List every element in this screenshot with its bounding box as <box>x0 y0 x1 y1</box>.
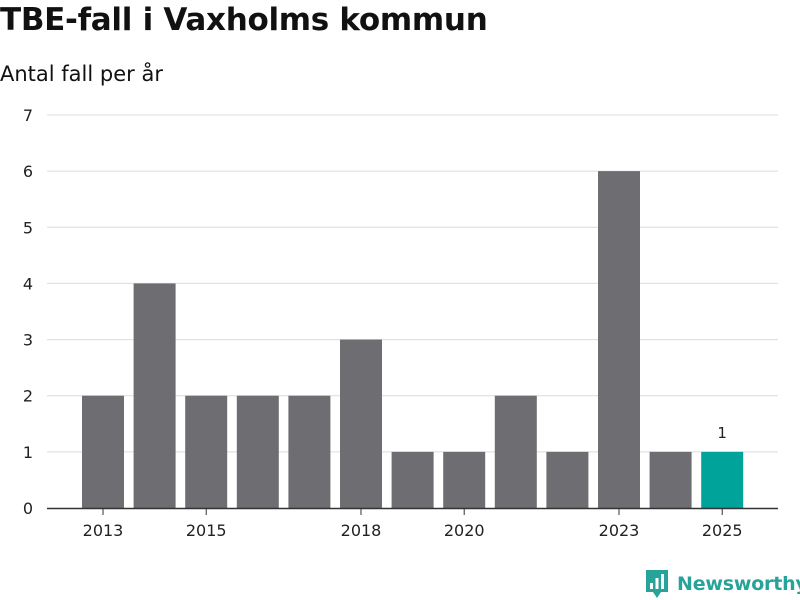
brand: Newsworthy <box>645 569 800 599</box>
x-axis: 2013 2015 2018 2020 2023 2025 <box>47 507 778 540</box>
y-tick-label: 1 <box>23 443 33 462</box>
x-tick-label: 2013 <box>83 521 124 540</box>
bar-2017 <box>288 395 331 508</box>
x-tick-label: 2025 <box>702 521 743 540</box>
bar-2022 <box>546 451 589 508</box>
bar-2019 <box>391 451 434 508</box>
bars <box>82 171 744 508</box>
newsworthy-logo-icon <box>646 570 668 598</box>
y-tick-label: 5 <box>23 218 33 237</box>
x-tick-label: 2023 <box>599 521 640 540</box>
chart-title: TBE-fall i Vaxholms kommun <box>0 2 488 38</box>
y-tick-label: 2 <box>23 387 33 406</box>
bar-2023 <box>598 171 640 508</box>
x-tick-label: 2020 <box>444 521 485 540</box>
chart-subtitle: Antal fall per år <box>0 62 163 86</box>
bar-2025 <box>701 451 744 508</box>
y-tick-label: 6 <box>23 162 33 181</box>
x-tick-label: 2018 <box>341 521 382 540</box>
bar-2021 <box>494 395 537 508</box>
brand-name: Newsworthy <box>677 573 800 595</box>
data-label-2025: 1 <box>717 424 727 442</box>
x-tick-label: 2015 <box>186 521 227 540</box>
y-axis: 0 1 2 3 4 5 6 7 <box>23 106 33 518</box>
bar-2020 <box>443 451 486 508</box>
y-tick-label: 0 <box>23 499 33 518</box>
bar-2014 <box>133 283 176 508</box>
bar-2013 <box>82 395 124 508</box>
bar-2024 <box>649 451 692 508</box>
y-tick-label: 4 <box>23 274 33 293</box>
y-tick-label: 7 <box>23 106 33 125</box>
bar-2018 <box>340 339 382 508</box>
y-tick-label: 3 <box>23 331 33 350</box>
bar-2016 <box>236 395 279 508</box>
data-labels: 1 <box>717 424 727 442</box>
bar-2015 <box>185 395 228 508</box>
